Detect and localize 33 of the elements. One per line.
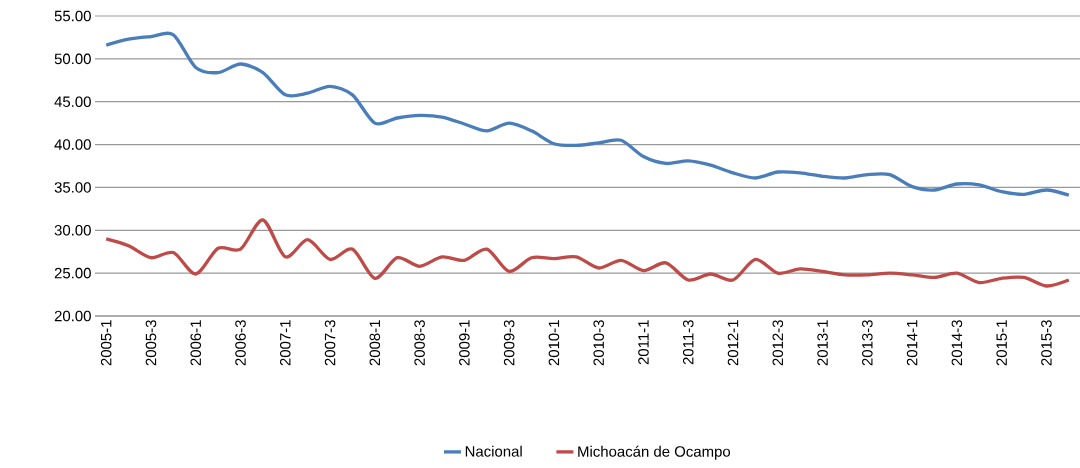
x-tick-label: 2008-1 [369, 320, 381, 366]
y-tick-label: 20.00 [54, 310, 91, 322]
x-tick-label: 2011-3 [682, 320, 694, 365]
x-tick-label: 2005-3 [145, 320, 157, 366]
x-tick-label: 2013-1 [817, 320, 828, 366]
x-tick-label: 2010-3 [593, 320, 604, 366]
y-tick-label: 35.00 [54, 182, 91, 193]
legend-label: Michoacán de Ocampo [578, 445, 731, 460]
x-tick-label: 2008-3 [414, 320, 425, 366]
y-tick-label: 25.00 [54, 267, 91, 279]
y-tick-label: 40.00 [54, 139, 91, 150]
x-tick-label: 2006-3 [235, 320, 246, 366]
x-tick-label: 2015-1 [996, 320, 1007, 366]
x-tick-label: 2009-3 [503, 320, 515, 366]
legend-label: Nacional [465, 445, 522, 457]
x-tick-label: 2006-1 [190, 320, 202, 366]
x-tick-label: 2012-1 [727, 320, 739, 366]
y-tick-label: 45.00 [54, 96, 91, 107]
x-tick-label: 2007-3 [324, 320, 336, 366]
x-tick-label: 2007-1 [279, 320, 291, 366]
x-tick-label: 2013-3 [862, 320, 873, 366]
x-tick-label: 2011-1 [638, 320, 649, 365]
x-tick-label: 2005-1 [100, 320, 112, 366]
y-tick-label: 30.00 [54, 224, 91, 236]
x-tick-label: 2014-1 [906, 320, 918, 366]
x-tick-label: 2014-3 [951, 320, 963, 366]
line-series [104, 218, 1071, 288]
x-tick-label: 2015-3 [1041, 320, 1052, 366]
x-tick-label: 2012-3 [772, 320, 784, 366]
y-tick-label: 50.00 [54, 53, 91, 65]
x-tick-label: 2009-1 [459, 320, 470, 366]
y-tick-label: 55.00 [54, 10, 91, 22]
x-tick-label: 2010-1 [548, 320, 560, 366]
